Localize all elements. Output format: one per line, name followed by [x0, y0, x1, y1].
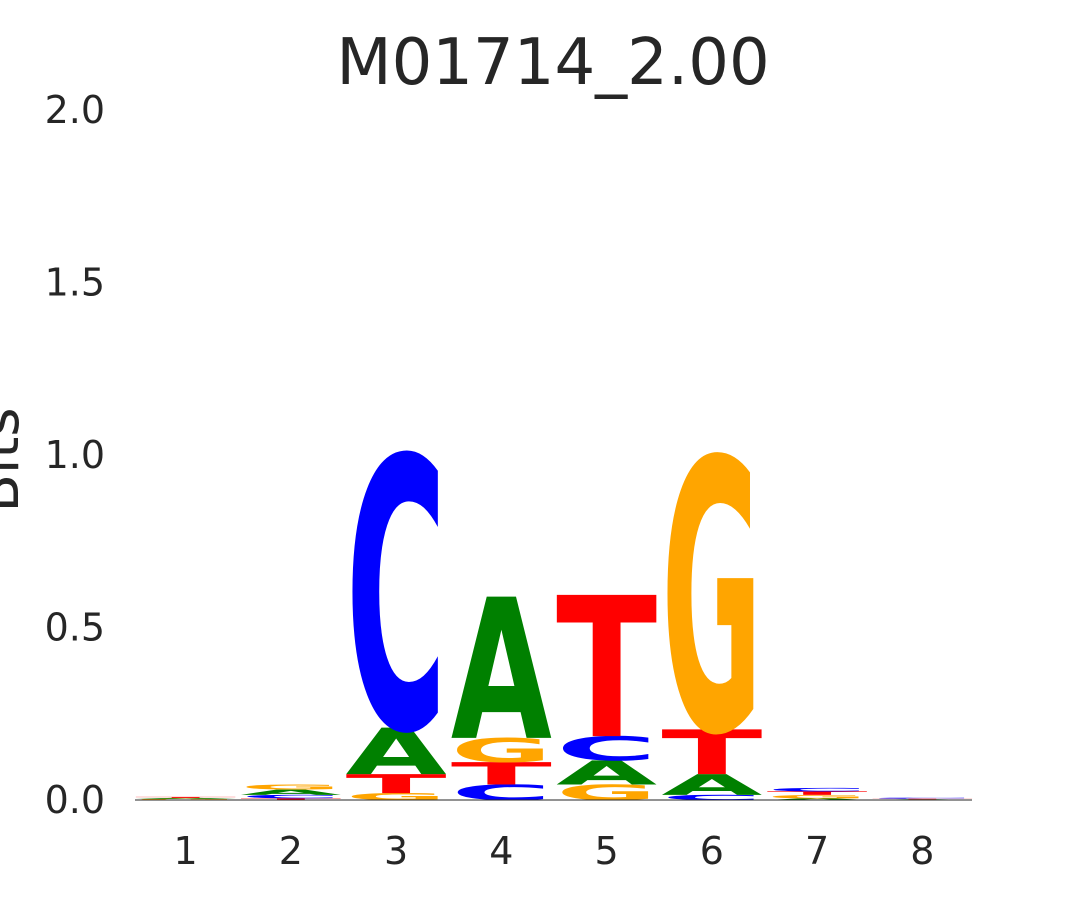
- logo-letter-a: A: [135, 798, 236, 800]
- x-tick-label: 1: [174, 829, 198, 873]
- logo-letter-glyph: G: [661, 383, 762, 818]
- logo-letter-g: G: [556, 780, 657, 805]
- logo-letter-c: C: [451, 781, 552, 806]
- logo-letter-g: G: [451, 732, 552, 771]
- logo-letter-glyph: T: [346, 769, 447, 799]
- logo-letter-t: T: [135, 797, 236, 799]
- x-tick-label: 5: [595, 829, 619, 873]
- logo-letters: GATTCAGGTACCTGAGACTCATGAGTCATC: [135, 383, 973, 818]
- logo-letter-c: C: [767, 787, 868, 792]
- logo-letter-glyph: G: [767, 794, 868, 800]
- logo-letter-a: A: [556, 754, 657, 792]
- logo-letter-glyph: A: [451, 558, 552, 783]
- logo-letter-glyph: A: [135, 798, 236, 800]
- logo-letter-c: C: [240, 794, 341, 799]
- x-tick-label: 8: [910, 829, 934, 873]
- logo-letter-t: T: [346, 769, 447, 799]
- y-tick-label: 1.5: [45, 261, 105, 305]
- logo-letter-glyph: G: [556, 780, 657, 805]
- logo-letter-a: A: [451, 558, 552, 783]
- y-tick-label: 0.0: [45, 778, 105, 822]
- logo-letter-t: T: [556, 556, 657, 782]
- logo-letter-glyph: C: [240, 794, 341, 799]
- logo-letter-glyph: A: [346, 716, 447, 790]
- logo-letter-t: T: [240, 798, 341, 801]
- logo-letter-glyph: C: [451, 781, 552, 806]
- x-axis-ticks: 1 2 3 4 5 6 7 8: [174, 829, 935, 873]
- logo-letter-glyph: T: [661, 717, 762, 789]
- logo-letter-glyph: G: [346, 791, 447, 802]
- logo-letter-glyph: C: [767, 787, 868, 792]
- x-tick-label: 4: [489, 829, 513, 873]
- x-tick-label: 6: [700, 829, 724, 873]
- logo-letter-g: G: [240, 783, 341, 791]
- logo-letter-c: C: [346, 383, 447, 817]
- logo-letter-glyph: T: [240, 798, 341, 801]
- y-tick-label: 1.0: [45, 433, 105, 477]
- x-tick-label: 7: [805, 829, 829, 873]
- y-tick-label: 2.0: [45, 88, 105, 132]
- chart-title: M01714_2.00: [336, 26, 769, 100]
- logo-letter-glyph: C: [661, 793, 762, 801]
- logo-letter-t: T: [872, 798, 973, 799]
- logo-letter-g: G: [767, 794, 868, 800]
- x-tick-label: 2: [279, 829, 303, 873]
- logo-letter-glyph: T: [135, 797, 236, 799]
- logo-letter-c: C: [661, 793, 762, 801]
- logo-letter-g: G: [346, 791, 447, 802]
- logo-letter-c: C: [556, 730, 657, 769]
- logo-letter-t: T: [451, 756, 552, 792]
- logo-letter-a: A: [767, 798, 868, 801]
- logo-letter-glyph: T: [451, 756, 552, 792]
- logo-letter-glyph: C: [556, 730, 657, 769]
- logo-letter-g: G: [661, 383, 762, 818]
- logo-letter-glyph: A: [240, 788, 342, 796]
- logo-letter-glyph: A: [661, 769, 762, 802]
- logo-letter-a: A: [346, 716, 447, 790]
- logo-letter-glyph: A: [767, 798, 868, 801]
- y-axis-ticks: 0.0 0.5 1.0 1.5 2.0: [45, 88, 105, 822]
- logo-letter-glyph: C: [346, 383, 447, 817]
- logo-letter-t: T: [767, 790, 868, 796]
- logo-letter-a: A: [240, 788, 342, 796]
- logo-letter-glyph: T: [767, 790, 868, 796]
- logo-letter-glyph: C: [872, 797, 973, 799]
- logo-letter-glyph: T: [556, 556, 657, 782]
- logo-letter-glyph: A: [556, 754, 657, 792]
- logo-letter-glyph: G: [451, 732, 552, 771]
- y-tick-label: 0.5: [45, 606, 105, 650]
- logo-letter-glyph: G: [240, 783, 341, 791]
- logo-letter-t: T: [661, 717, 762, 789]
- y-axis-label: Bits: [0, 407, 32, 512]
- x-tick-label: 3: [384, 829, 408, 873]
- logo-letter-c: C: [872, 797, 973, 799]
- logo-letter-a: A: [661, 769, 762, 802]
- logo-letter-glyph: T: [872, 798, 973, 799]
